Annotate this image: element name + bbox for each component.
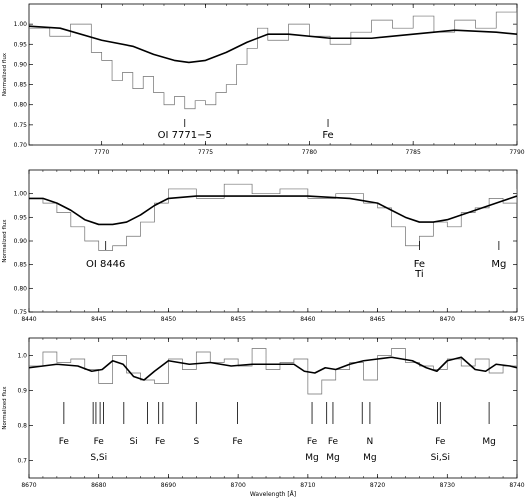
line-id-label: Fe	[414, 259, 425, 270]
y-tick-label: 0.70	[14, 142, 28, 149]
model-spectrum	[29, 195, 517, 226]
line-id-label: Fe	[232, 437, 243, 447]
observed-spectrum	[29, 11, 517, 110]
x-tick-label: 8690	[161, 482, 176, 489]
observed-spectrum	[29, 348, 517, 395]
x-tick-label: 8465	[370, 316, 385, 323]
y-tick-label: 0.95	[14, 41, 28, 48]
x-axis-label: Wavelength [Å]	[250, 491, 296, 498]
x-tick-label: 8730	[440, 482, 455, 489]
observed-spectrum	[29, 183, 517, 251]
y-tick-label: 1.00	[14, 191, 28, 198]
line-id-sublabel: Mg	[305, 453, 318, 463]
panel-2: 8440 8445 8450 8455 8460 8465 8470 8475 0.75 0.80…	[2, 169, 525, 323]
x-tick-label: 8475	[509, 316, 524, 323]
model-spectrum	[29, 356, 517, 381]
line-id-label: S	[193, 437, 199, 447]
line-id-label: Fe	[435, 437, 446, 447]
line-id-label: Fe	[328, 437, 339, 447]
line-id-sublabel: Mg	[326, 453, 339, 463]
x-tick-label: 8720	[370, 482, 385, 489]
x-tick-label: 8450	[161, 316, 176, 323]
line-id-sublabel: Si,Si	[431, 453, 450, 463]
y-axis-label: Normalized flux	[2, 52, 8, 96]
y-tick-label: 0.85	[14, 262, 28, 269]
line-id-label: Mg	[491, 259, 506, 270]
line-id-label: OI 7771−5	[158, 130, 212, 141]
plot-frame	[28, 337, 518, 479]
x-tick-label: 8670	[21, 482, 36, 489]
line-id-sublabel: Mg	[363, 453, 376, 463]
x-tick-label: 8445	[91, 316, 106, 323]
x-tick-label: 7780	[302, 149, 317, 156]
y-tick-label: 0.75	[14, 309, 28, 316]
line-id-label: Fe	[322, 130, 333, 141]
line-id-label: OI 8446	[86, 259, 125, 270]
y-tick-label: 0.9	[17, 388, 27, 395]
x-tick-label: 8440	[21, 316, 36, 323]
line-id-label: N	[367, 437, 374, 447]
line-id-label: Mg	[482, 437, 495, 447]
x-tick-label: 8680	[91, 482, 106, 489]
line-id-label: Fe	[307, 437, 318, 447]
y-axis-label: Normalized flux	[2, 219, 8, 263]
panel-1: 7770 7775 7780 7785 7790 0.70 0.75 0.80 0.85 0.90…	[2, 3, 525, 156]
line-id-label: Si	[129, 437, 137, 447]
line-id-label: Fe	[155, 437, 166, 447]
y-tick-label: 0.80	[14, 102, 28, 109]
line-id-label: Fe	[94, 437, 105, 447]
y-tick-label: 0.95	[14, 214, 28, 221]
model-spectrum	[29, 25, 517, 64]
x-tick-label: 7770	[94, 149, 109, 156]
plot-frame	[28, 169, 518, 313]
y-tick-label: 0.90	[14, 61, 28, 68]
line-id-sublabel: Ti	[414, 269, 424, 280]
x-tick-label: 8710	[300, 482, 315, 489]
x-tick-label: 7790	[509, 149, 524, 156]
x-tick-label: 8740	[509, 482, 524, 489]
line-id-label: Fe	[59, 437, 70, 447]
x-tick-label: 7775	[198, 149, 213, 156]
y-tick-label: 0.80	[14, 285, 28, 292]
plot-frame	[28, 3, 518, 146]
x-tick-label: 8470	[440, 316, 455, 323]
x-tick-label: 8700	[231, 482, 246, 489]
y-tick-label: 1.0	[17, 353, 27, 360]
x-tick-label: 8455	[231, 316, 246, 323]
y-tick-label: 0.85	[14, 82, 28, 89]
x-tick-label: 8460	[300, 316, 315, 323]
x-tick-label: 7785	[406, 149, 421, 156]
panel-3: 8670 8680 8690 8700 8710 8720 8730 8740 0.7 0.8 0.…	[2, 337, 525, 498]
y-tick-label: 0.8	[17, 423, 27, 430]
y-tick-label: 0.75	[14, 122, 28, 129]
y-axis-label: Normalized flux	[2, 386, 8, 430]
y-tick-label: 0.90	[14, 238, 28, 245]
line-id-sublabel: S,Si	[90, 453, 107, 463]
y-tick-label: 1.00	[14, 21, 28, 28]
y-tick-label: 0.7	[17, 458, 27, 465]
